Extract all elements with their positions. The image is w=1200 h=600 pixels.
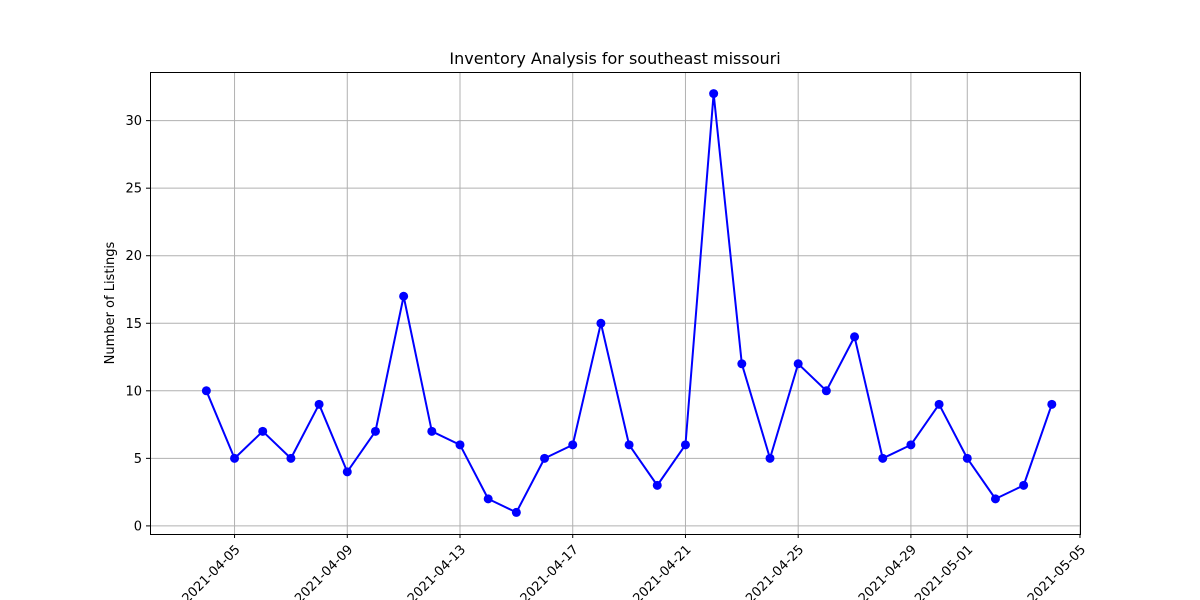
y-axis-label: Number of Listings [103, 241, 118, 364]
y-axis: 0 5 10 15 20 25 30 [125, 114, 150, 534]
data-point [934, 399, 944, 409]
x-tick-label: 2021-04-13 [405, 542, 469, 600]
x-tick-label: 2021-05-01 [912, 542, 976, 600]
data-point [427, 426, 437, 436]
data-point [1019, 480, 1029, 490]
data-point [624, 440, 634, 450]
y-tick-label: 15 [125, 317, 142, 332]
x-tick-label: 2021-04-29 [856, 542, 920, 600]
data-point [230, 453, 240, 463]
x-tick-label: 2021-04-09 [292, 542, 356, 600]
data-point [906, 440, 916, 450]
data-point [511, 507, 521, 517]
data-point [821, 386, 831, 396]
data-point [962, 453, 972, 463]
data-point [201, 386, 211, 396]
data-point [568, 440, 578, 450]
data-point [314, 399, 324, 409]
data-point [680, 440, 690, 450]
data-point [342, 467, 352, 477]
data-point [399, 291, 409, 301]
data-point [793, 359, 803, 369]
series-line [205, 92, 1053, 514]
y-tick-label: 25 [125, 182, 142, 197]
x-tick-label: 2021-05-05 [1025, 542, 1089, 600]
chart-title: Inventory Analysis for southeast missour… [449, 49, 780, 68]
data-point [878, 453, 888, 463]
data-point [737, 359, 747, 369]
series [201, 89, 1057, 517]
plot-area-frame [150, 72, 1081, 535]
x-tick-label: 2021-04-21 [630, 542, 694, 600]
y-tick-label: 5 [134, 452, 142, 467]
data-point [596, 318, 606, 328]
y-tick-label: 20 [125, 249, 142, 264]
data-point [1047, 399, 1057, 409]
data-point [709, 89, 719, 99]
y-tick-label: 30 [125, 114, 142, 129]
data-point [765, 453, 775, 463]
x-tick-label: 2021-04-05 [180, 542, 244, 600]
y-tick-label: 0 [134, 519, 142, 534]
data-point [286, 453, 296, 463]
data-point [652, 480, 662, 490]
data-point [850, 332, 860, 342]
data-point [483, 494, 493, 504]
grid [150, 72, 1081, 534]
x-axis: 2021-04-05 2021-04-09 2021-04-13 2021-04-17… [180, 534, 1089, 600]
y-tick-label: 10 [125, 384, 142, 399]
data-point [455, 440, 465, 450]
data-point [258, 426, 268, 436]
data-point [990, 494, 1000, 504]
data-point [540, 453, 550, 463]
x-tick-label: 2021-04-17 [518, 542, 582, 600]
x-tick-label: 2021-04-25 [743, 542, 807, 600]
data-point [370, 426, 380, 436]
